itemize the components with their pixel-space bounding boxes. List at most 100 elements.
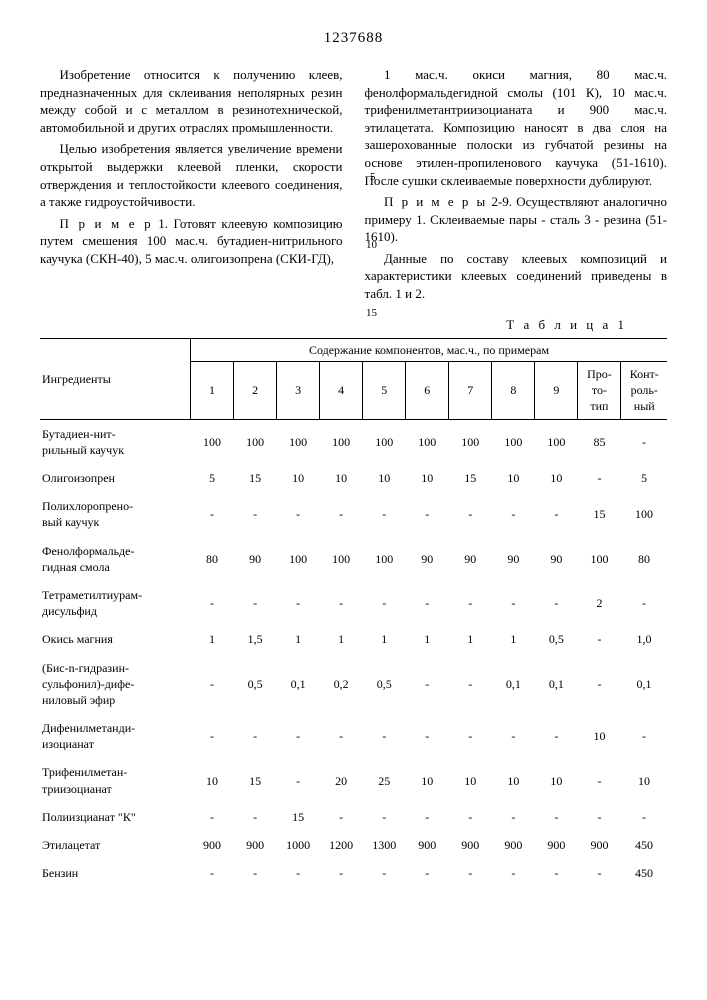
cell-value: 10 <box>406 758 449 802</box>
cell-value: 10 <box>492 464 535 492</box>
examples-lead: П р и м е р ы <box>384 194 487 209</box>
cell-value: 0,5 <box>535 625 578 653</box>
cell-value: 15 <box>277 803 320 831</box>
ingredient-name: Этилацетат <box>40 831 191 859</box>
cell-value: 1 <box>492 625 535 653</box>
cell-value: 100 <box>234 419 277 464</box>
cell-value: - <box>406 803 449 831</box>
left-p1: Изобретение относится к получению клеев,… <box>40 66 343 136</box>
ingredient-name: Окись магния <box>40 625 191 653</box>
cell-value: - <box>363 803 406 831</box>
cell-value: 15 <box>234 464 277 492</box>
table-row: Полихлоропрено- вый каучук---------15100 <box>40 492 667 536</box>
cell-value: - <box>277 492 320 536</box>
cell-value: - <box>449 714 492 758</box>
cell-value: 10 <box>277 464 320 492</box>
cell-value: 20 <box>320 758 363 802</box>
cell-value: - <box>535 859 578 887</box>
cell-value: - <box>492 714 535 758</box>
right-p3: Данные по составу клеевых композиций и х… <box>365 250 668 303</box>
column-header: Конт- роль- ный <box>621 362 667 420</box>
cell-value: 100 <box>621 492 667 536</box>
cell-value: - <box>191 803 234 831</box>
table-row: Дифенилметанди- изоцианат---------10- <box>40 714 667 758</box>
cell-value: 100 <box>492 419 535 464</box>
cell-value: 90 <box>535 537 578 581</box>
cell-value: 1,5 <box>234 625 277 653</box>
cell-value: 1 <box>363 625 406 653</box>
table-row: Бензин----------450 <box>40 859 667 887</box>
cell-value: 900 <box>535 831 578 859</box>
cell-value: - <box>578 625 621 653</box>
cell-value: 10 <box>363 464 406 492</box>
cell-value: 900 <box>492 831 535 859</box>
ingredient-name: Тетраметилтиурам- дисульфид <box>40 581 191 625</box>
left-column: Изобретение относится к получению клеев,… <box>40 66 343 306</box>
cell-value: - <box>535 803 578 831</box>
cell-value: - <box>277 581 320 625</box>
cell-value: 100 <box>277 419 320 464</box>
column-header: Про- то- тип <box>578 362 621 420</box>
cell-value: - <box>449 859 492 887</box>
cell-value: 15 <box>449 464 492 492</box>
cell-value: 1 <box>406 625 449 653</box>
table-caption: Т а б л и ц а 1 <box>40 316 627 334</box>
table-row: Этилацетат900900100012001300900900900900… <box>40 831 667 859</box>
cell-value: - <box>191 714 234 758</box>
line-marker-10: 10 <box>366 238 377 253</box>
cell-value: 100 <box>535 419 578 464</box>
cell-value: 10 <box>406 464 449 492</box>
cell-value: - <box>234 859 277 887</box>
ingredient-name: Фенолформальде- гидная смола <box>40 537 191 581</box>
cell-value: 100 <box>191 419 234 464</box>
cell-value: - <box>320 859 363 887</box>
cell-value: - <box>535 581 578 625</box>
cell-value: 80 <box>621 537 667 581</box>
cell-value: 0,1 <box>621 654 667 715</box>
left-p3: П р и м е р 1. Готовят клеевую композици… <box>40 215 343 268</box>
cell-value: - <box>578 803 621 831</box>
cell-value: 0,5 <box>234 654 277 715</box>
cell-value: - <box>363 581 406 625</box>
cell-value: 10 <box>535 758 578 802</box>
composition-table: Ингредиенты Содержание компонентов, мас.… <box>40 338 667 888</box>
cell-value: 900 <box>191 831 234 859</box>
ingredient-name: Полихлоропрено- вый каучук <box>40 492 191 536</box>
cell-value: - <box>578 859 621 887</box>
right-column: 1 мас.ч. окиси магния, 80 мас.ч. фенолфо… <box>365 66 668 306</box>
left-p2: Целью изобретения является увеличение вр… <box>40 140 343 210</box>
cell-value: - <box>449 654 492 715</box>
cell-value: 10 <box>492 758 535 802</box>
cell-value: - <box>621 419 667 464</box>
cell-value: - <box>320 714 363 758</box>
cell-value: 90 <box>449 537 492 581</box>
cell-value: 0,1 <box>277 654 320 715</box>
table-row: Трифенилметан- триизоцианат1015-20251010… <box>40 758 667 802</box>
cell-value: 2 <box>578 581 621 625</box>
cell-value: 100 <box>277 537 320 581</box>
cell-value: 10 <box>449 758 492 802</box>
line-marker-15: 15 <box>366 306 377 321</box>
column-header: 9 <box>535 362 578 420</box>
cell-value: - <box>535 714 578 758</box>
ingredient-name: Полиизцианат "К" <box>40 803 191 831</box>
cell-value: - <box>449 803 492 831</box>
line-marker-5: 5 <box>370 170 376 185</box>
column-header: 2 <box>234 362 277 420</box>
cell-value: 5 <box>191 464 234 492</box>
body-columns: Изобретение относится к получению клеев,… <box>40 66 667 306</box>
cell-value: - <box>578 654 621 715</box>
example-lead: П р и м е р <box>60 216 153 231</box>
ingredient-name: Олигоизопрен <box>40 464 191 492</box>
ingredient-name: Дифенилметанди- изоцианат <box>40 714 191 758</box>
table-head: Ингредиенты Содержание компонентов, мас.… <box>40 338 667 419</box>
cell-value: - <box>406 859 449 887</box>
cell-value: 1 <box>191 625 234 653</box>
cell-value: 90 <box>234 537 277 581</box>
cell-value: - <box>492 581 535 625</box>
cell-value: 1,0 <box>621 625 667 653</box>
column-header: 7 <box>449 362 492 420</box>
cell-value: - <box>363 859 406 887</box>
cell-value: - <box>621 714 667 758</box>
cell-value: 450 <box>621 859 667 887</box>
